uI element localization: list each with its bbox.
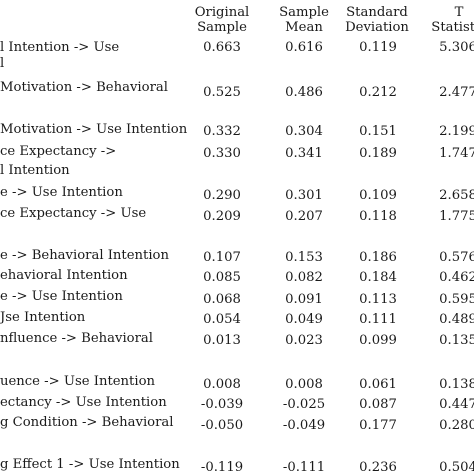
row-label: l Intention -> Use [0, 40, 120, 55]
sample-mean-value: 0.023 [285, 333, 323, 348]
original-sample-value: 0.663 [203, 40, 241, 55]
row-label: Motivation -> Behavioral [0, 80, 168, 95]
header-t-statistic-line1: T [454, 5, 464, 20]
t-statistic-value: 1.747 [439, 146, 474, 161]
original-sample-value: 0.330 [203, 146, 241, 161]
row-label: Jse Intention [0, 310, 86, 325]
row-label: e -> Behavioral Intention [0, 248, 169, 263]
sample-mean-value: 0.341 [285, 146, 323, 161]
t-statistic-value: 0.595 [439, 292, 474, 307]
standard-deviation-value: 0.099 [359, 333, 397, 348]
header-original-sample-line2: Sample [197, 20, 247, 35]
row-label: g Condition -> Behavioral [0, 415, 174, 430]
standard-deviation-value: 0.087 [359, 397, 397, 412]
row-label: e -> Use Intention [0, 289, 123, 304]
standard-deviation-value: 0.177 [359, 418, 397, 433]
row-label: ehavioral Intention [0, 268, 128, 283]
row-label-continuation: l Intention [0, 163, 70, 178]
original-sample-value: 0.054 [203, 312, 241, 327]
standard-deviation-value: 0.118 [359, 209, 397, 224]
row-label: nfluence -> Behavioral [0, 331, 154, 346]
sample-mean-value: 0.082 [285, 270, 323, 285]
header-standard-deviation-line1: Standard [346, 5, 408, 20]
standard-deviation-value: 0.236 [359, 460, 397, 474]
row-label: ce Expectancy -> [0, 144, 117, 159]
standard-deviation-value: 0.186 [359, 250, 397, 265]
row-label: e -> Use Intention [0, 185, 123, 200]
t-statistic-value: 1.775 [439, 209, 474, 224]
t-statistic-value: 2.477 [439, 85, 474, 100]
original-sample-value: 0.068 [203, 292, 241, 307]
sample-mean-value: 0.008 [285, 377, 323, 392]
sample-mean-value: 0.153 [285, 250, 323, 265]
t-statistic-value: 0.504 [439, 460, 474, 474]
row-label: ectancy -> Use Intention [0, 395, 167, 410]
original-sample-value: 0.290 [203, 188, 241, 203]
sample-mean-value: 0.207 [285, 209, 323, 224]
sample-mean-value: -0.111 [282, 460, 326, 474]
t-statistic-value: 0.489 [439, 312, 474, 327]
t-statistic-value: 5.306 [439, 40, 474, 55]
row-label: g Effect 1 -> Use Intention [0, 457, 180, 472]
original-sample-value: 0.209 [203, 209, 241, 224]
row-label: Motivation -> Use Intention [0, 122, 188, 137]
t-statistic-value: 0.280 [439, 418, 474, 433]
t-statistic-value: 0.576 [439, 250, 474, 265]
sample-mean-value: 0.486 [285, 85, 323, 100]
original-sample-value: 0.013 [203, 333, 241, 348]
t-statistic-value: 2.658 [439, 188, 474, 203]
standard-deviation-value: 0.119 [359, 40, 397, 55]
sample-mean-value: 0.616 [285, 40, 323, 55]
header-standard-deviation-line2: Deviation [345, 20, 409, 35]
sample-mean-value: 0.049 [285, 312, 323, 327]
standard-deviation-value: 0.061 [359, 377, 397, 392]
sample-mean-value: 0.304 [285, 124, 323, 139]
t-statistic-value: 0.447 [439, 397, 474, 412]
original-sample-value: 0.332 [203, 124, 241, 139]
sample-mean-value: -0.049 [282, 418, 326, 433]
sample-mean-value: -0.025 [282, 397, 326, 412]
standard-deviation-value: 0.113 [359, 292, 397, 307]
row-label: ce Expectancy -> Use [0, 206, 147, 221]
original-sample-value: 0.085 [203, 270, 241, 285]
standard-deviation-value: 0.212 [359, 85, 397, 100]
row-label: uence -> Use Intention [0, 374, 155, 389]
original-sample-value: -0.119 [200, 460, 244, 474]
standard-deviation-value: 0.189 [359, 146, 397, 161]
standard-deviation-value: 0.151 [359, 124, 397, 139]
original-sample-value: 0.008 [203, 377, 241, 392]
original-sample-value: 0.525 [203, 85, 241, 100]
header-sample-mean-line1: Sample [279, 5, 329, 20]
t-statistic-value: 0.138 [439, 377, 474, 392]
sample-mean-value: 0.301 [285, 188, 323, 203]
t-statistic-value: 2.199 [439, 124, 474, 139]
sample-mean-value: 0.091 [285, 292, 323, 307]
row-label-continuation: l [0, 56, 5, 71]
standard-deviation-value: 0.111 [359, 312, 397, 327]
header-original-sample-line1: Original [194, 5, 250, 20]
header-sample-mean-line2: Mean [285, 20, 323, 35]
original-sample-value: -0.039 [200, 397, 244, 412]
original-sample-value: 0.107 [203, 250, 241, 265]
original-sample-value: -0.050 [200, 418, 244, 433]
t-statistic-value: 0.135 [439, 333, 474, 348]
t-statistic-value: 0.462 [439, 270, 474, 285]
header-t-statistic-line2: Statistic [431, 20, 474, 35]
standard-deviation-value: 0.184 [359, 270, 397, 285]
standard-deviation-value: 0.109 [359, 188, 397, 203]
